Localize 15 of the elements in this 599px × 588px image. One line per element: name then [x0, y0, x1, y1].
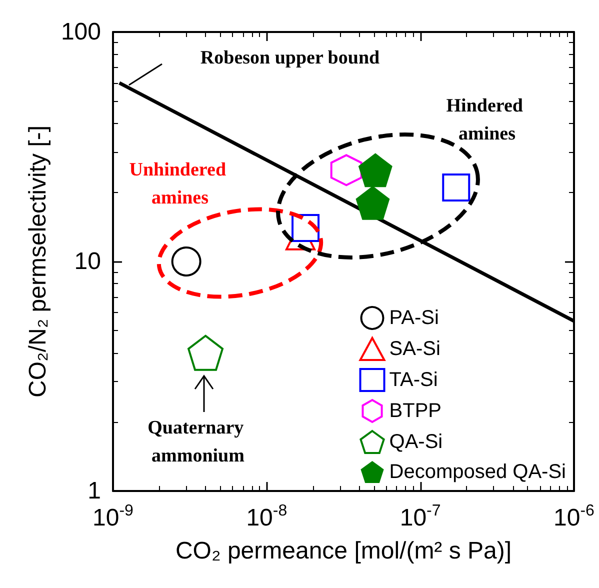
annotation: Hindered amines [446, 96, 528, 144]
x-axis-title: CO₂ permeance [mol/(m² s Pa)] [175, 538, 512, 564]
annotation: Quaternary ammonium [148, 418, 248, 466]
legend-label: Decomposed QA-Si [389, 461, 566, 483]
annotation: Robeson upper bound [200, 48, 380, 68]
y-tick-label: 1 [88, 478, 101, 504]
legend-label: PA-Si [389, 307, 439, 329]
legend-label: BTPP [389, 400, 442, 422]
y-axis-title: CO₂/N₂ permselectivity [-] [24, 125, 52, 398]
legend-label: QA-Si [389, 431, 443, 453]
y-tick-label: 100 [60, 18, 101, 46]
legend-label: SA-Si [389, 338, 440, 360]
y-tick-label: 10 [74, 248, 101, 275]
legend-label: TA-Si [389, 369, 438, 391]
annotation: Unhindered amines [129, 160, 231, 208]
